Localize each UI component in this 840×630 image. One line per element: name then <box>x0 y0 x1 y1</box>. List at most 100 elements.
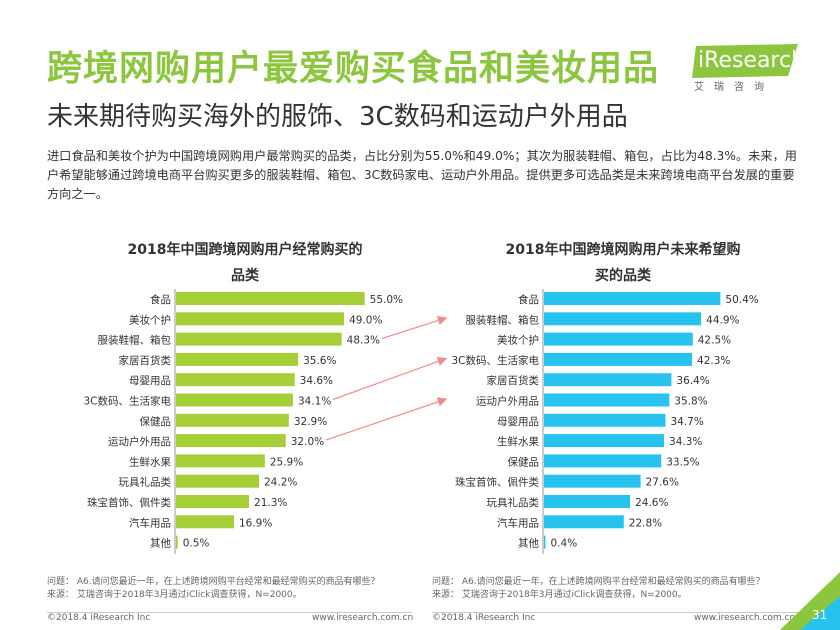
right-category-label: 保健品 <box>508 455 540 468</box>
footnote-left: 问题： A6.请问您最近一年，在上述跨境网购平台经常和最经常购买的商品有哪些？ … <box>47 576 427 602</box>
logo-subtext: 艾瑞咨询 <box>694 82 774 93</box>
left-category-label: 保健品 <box>140 415 172 428</box>
left-bar <box>176 413 289 427</box>
chart-right-title: 2018年中国跨境网购用户未来希望购 买的品类 <box>438 237 808 289</box>
right-category-label: 汽车用品 <box>497 516 539 529</box>
footnote-right-source: 来源： 艾瑞咨询于2018年3月通过iClick调查获得，N=2000。 <box>432 590 687 600</box>
left-bar <box>176 515 234 529</box>
right-bar <box>544 332 693 346</box>
left-category-label: 其他 <box>150 537 171 550</box>
left-value-label: 24.2% <box>264 477 297 489</box>
left-value-label: 34.6% <box>300 375 333 387</box>
iresearch-logo: iResearch 艾瑞咨询 <box>692 44 806 96</box>
footnote-left-question: 问题： A6.请问您最近一年，在上述跨境网购平台经常和最经常购买的商品有哪些？ <box>47 577 380 587</box>
page-number: 31 <box>812 608 828 622</box>
right-value-label: 35.8% <box>674 396 707 408</box>
right-value-label: 33.5% <box>666 456 699 468</box>
right-value-label: 36.4% <box>676 375 709 387</box>
right-category-label: 其他 <box>518 537 539 550</box>
right-category-label: 运动户外用品 <box>476 395 539 408</box>
right-value-label: 0.4% <box>551 538 578 550</box>
left-bar <box>176 434 286 448</box>
chart-left-title: 2018年中国跨境网购用户经常购买的 品类 <box>60 237 430 289</box>
left-bar <box>176 454 265 468</box>
left-category-label: 美妆个护 <box>129 313 171 326</box>
left-bar <box>176 535 178 549</box>
right-bar <box>544 312 702 326</box>
comparison-arrow <box>332 356 448 401</box>
left-value-label: 49.0% <box>349 314 382 326</box>
left-category-label: 3C数码、生活家电 <box>83 395 171 408</box>
left-value-label: 34.1% <box>298 396 331 408</box>
intro-paragraph: 进口食品和美妆个护为中国跨境网购用户最常购买的品类，占比分别为55.0%和49.… <box>47 149 797 201</box>
left-value-label: 25.9% <box>270 456 303 468</box>
right-bar <box>544 413 666 427</box>
left-bar <box>176 393 293 407</box>
page-subtitle: 未来期待购买海外的服饰、3C数码和运动户外用品 <box>47 102 628 132</box>
left-value-label: 0.5% <box>183 538 210 550</box>
footnote-left-source: 来源： 艾瑞咨询于2018年3月通过iClick调查获得，N=2000。 <box>47 590 302 600</box>
right-category-label: 服装鞋帽、箱包 <box>466 313 540 326</box>
chart-left-title-line1: 2018年中国跨境网购用户经常购买的 <box>127 242 363 258</box>
footer-copyright-right: ©2018.4 iResearch Inc <box>432 613 536 623</box>
left-category-label: 运动户外用品 <box>108 435 171 448</box>
right-category-label: 珠宝首饰、佩件类 <box>455 476 539 489</box>
chart-left: 食品 55.0% 美妆个护 49.0% 服装鞋帽、箱包 48.3% 家居百货类 35.6% 母婴… <box>83 289 403 554</box>
left-bar <box>176 352 299 366</box>
right-bar <box>544 434 665 448</box>
left-category-label: 汽车用品 <box>129 516 171 529</box>
logo-text: iResearch <box>698 48 806 73</box>
right-value-label: 27.6% <box>646 477 679 489</box>
left-value-label: 32.9% <box>294 416 327 428</box>
left-value-label: 35.6% <box>303 355 336 367</box>
chart-right-title-line2: 买的品类 <box>595 268 651 284</box>
left-bar <box>176 373 295 387</box>
left-category-label: 食品 <box>150 293 171 306</box>
left-bar <box>176 312 345 326</box>
chart-right-title-line1: 2018年中国跨境网购用户未来希望购 <box>505 242 741 258</box>
right-category-label: 玩具礼品类 <box>487 496 540 509</box>
left-category-label: 服装鞋帽、箱包 <box>98 334 172 347</box>
chart-left-title-line2: 品类 <box>231 268 259 284</box>
right-bar <box>544 393 670 407</box>
left-bar <box>176 495 250 508</box>
right-bar <box>544 535 546 549</box>
left-category-label: 母婴用品 <box>129 375 171 387</box>
right-value-label: 22.8% <box>629 517 662 529</box>
right-value-label: 34.7% <box>670 416 703 428</box>
comparison-arrows <box>325 315 448 441</box>
left-category-label: 家居百货类 <box>119 354 172 367</box>
left-category-label: 珠宝首饰、佩件类 <box>87 496 171 509</box>
right-bar <box>544 454 662 468</box>
left-value-label: 32.0% <box>291 436 324 448</box>
left-bar <box>176 474 260 488</box>
right-category-label: 生鲜水果 <box>497 435 539 448</box>
right-bar <box>544 352 693 366</box>
left-value-label: 16.9% <box>239 517 272 529</box>
comparison-arrow <box>381 315 448 340</box>
left-bar <box>176 332 342 346</box>
right-category-label: 美妆个护 <box>497 334 539 347</box>
right-bar <box>544 495 631 508</box>
right-bar <box>544 474 641 488</box>
right-value-label: 42.5% <box>698 335 731 347</box>
right-bar <box>544 515 624 529</box>
footnote-right: 问题： A6.请问您最近一年，在上述跨境网购平台经常和最经常购买的商品有哪些？ … <box>432 576 812 602</box>
right-category-label: 3C数码、生活家电 <box>451 354 539 367</box>
left-value-label: 48.3% <box>347 335 380 347</box>
right-value-label: 50.4% <box>725 294 758 306</box>
right-category-label: 母婴用品 <box>497 416 539 428</box>
left-value-label: 55.0% <box>370 294 403 306</box>
footer-url-right: www.iresearch.com.cn <box>694 613 796 623</box>
footer-copyright-left: ©2018.4 iResearch Inc <box>47 613 151 623</box>
left-category-label: 生鲜水果 <box>129 455 171 468</box>
footer-divider-right <box>432 612 798 613</box>
left-value-label: 21.3% <box>254 497 287 509</box>
page-title: 跨境网购用户最爱购买食品和美妆用品 <box>47 49 660 89</box>
comparison-arrow <box>325 397 448 441</box>
footer-divider-left <box>47 612 412 613</box>
footer-url-left: www.iresearch.com.cn <box>312 613 414 623</box>
right-value-label: 24.6% <box>635 497 668 509</box>
footnote-right-question: 问题： A6.请问您最近一年，在上述跨境网购平台经常和最经常购买的商品有哪些？ <box>432 577 765 587</box>
